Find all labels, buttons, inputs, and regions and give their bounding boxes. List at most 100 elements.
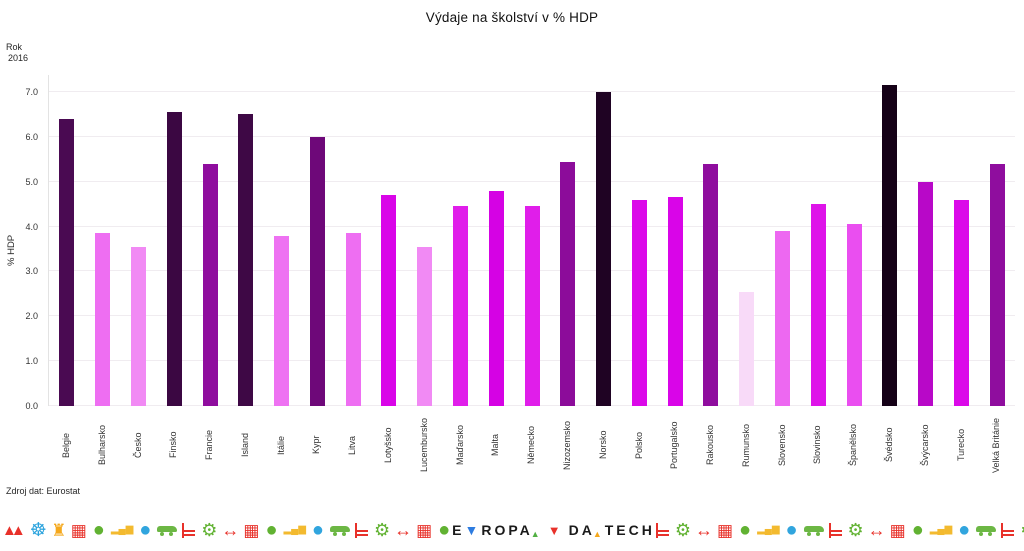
logo-segment: ▲ xyxy=(592,529,605,539)
bar-Rumunsko[interactable] xyxy=(739,291,755,406)
tree-icon xyxy=(263,519,279,541)
x-axis-label: Portugalsko xyxy=(669,421,680,469)
y-tick-label: 6.0 xyxy=(25,131,38,142)
y-tick-label: 5.0 xyxy=(25,176,38,187)
bar-Švýcarsko[interactable] xyxy=(918,181,934,406)
bar-Rakousko[interactable] xyxy=(703,163,719,406)
logo-segment: ▲ xyxy=(530,529,543,539)
logo-segment: ▼ xyxy=(464,522,482,538)
bar-Slovinsko[interactable] xyxy=(810,204,826,406)
building-icon xyxy=(717,519,733,541)
x-axis-label: Finsko xyxy=(168,431,179,459)
x-axis-label: Francie xyxy=(204,430,215,461)
arrows-icon xyxy=(394,519,412,541)
bar-Nizozemsko[interactable] xyxy=(560,161,576,406)
car-icon xyxy=(803,524,824,536)
source-note: Zdroj dat: Eurostat xyxy=(6,486,81,496)
chart-title: Výdaje na školství v % HDP xyxy=(425,10,599,25)
bar-slot xyxy=(693,75,729,406)
car-icon xyxy=(157,524,178,536)
bar-slot xyxy=(622,75,658,406)
y-tick-label: 1.0 xyxy=(25,356,38,367)
gear-icon xyxy=(848,519,864,541)
footer-icons-left xyxy=(2,519,452,541)
arrows-icon xyxy=(221,519,239,541)
x-axis-label: Island xyxy=(239,432,250,458)
arrows-icon xyxy=(868,519,886,541)
bar-Litva[interactable] xyxy=(345,233,361,406)
x-axis-label: Kypr xyxy=(311,435,322,455)
tree-icon xyxy=(436,519,452,541)
gear-icon xyxy=(374,519,390,541)
bar-Lucembursko[interactable] xyxy=(417,246,433,406)
bar-Belgie[interactable] xyxy=(59,118,75,406)
bar-slot xyxy=(335,75,371,406)
bar-Francie[interactable] xyxy=(202,163,218,406)
gridline xyxy=(49,91,1015,93)
building-icon xyxy=(243,519,259,541)
bar-Velká Británie[interactable] xyxy=(989,163,1005,406)
bar-Švédsko[interactable] xyxy=(882,85,898,406)
bar-Kypr[interactable] xyxy=(309,136,325,406)
bar-Norsko[interactable] xyxy=(596,92,612,406)
building-icon xyxy=(71,519,87,541)
x-axis-label: Belgie xyxy=(60,432,71,458)
bar-slot xyxy=(979,75,1015,406)
bar-slot xyxy=(800,75,836,406)
bar-Bulharsko[interactable] xyxy=(95,233,111,406)
bar-slot xyxy=(121,75,157,406)
x-axis-label: Slovensko xyxy=(776,424,787,466)
bar-Portugalsko[interactable] xyxy=(667,197,683,406)
tower-icon xyxy=(51,519,67,541)
bar-slot xyxy=(264,75,300,406)
bar-Malta[interactable] xyxy=(488,190,504,406)
y-tick-label: 7.0 xyxy=(25,87,38,98)
bar-slot xyxy=(836,75,872,406)
tree-icon xyxy=(737,519,753,541)
bar-slot xyxy=(729,75,765,406)
bar-Slovensko[interactable] xyxy=(775,231,791,406)
x-axis-label: Německo xyxy=(526,426,537,465)
bar-Finsko[interactable] xyxy=(166,112,182,406)
x-axis-label: Norsko xyxy=(597,430,608,460)
bar-slot xyxy=(299,75,335,406)
bar-slot xyxy=(85,75,121,406)
bar-Island[interactable] xyxy=(238,114,254,406)
bar-Polsko[interactable] xyxy=(631,199,647,406)
bar-Lotyšsko[interactable] xyxy=(381,195,397,406)
bar-Maďarsko[interactable] xyxy=(452,206,468,406)
bar-slot xyxy=(228,75,264,406)
x-axis-label: Litva xyxy=(347,435,358,455)
bar-Španělsko[interactable] xyxy=(846,224,862,406)
gridline xyxy=(49,135,1015,137)
bench-icon xyxy=(655,522,671,538)
logo-segment: DA xyxy=(568,522,595,538)
bar-slot xyxy=(657,75,693,406)
x-axis-label: Bulharsko xyxy=(96,424,107,466)
globe-icon xyxy=(956,519,972,541)
bar-Česko[interactable] xyxy=(130,246,146,406)
globe-icon xyxy=(310,519,326,541)
logo-segment: E xyxy=(452,522,465,538)
mountains-icon xyxy=(2,519,26,541)
y-axis-ticks: 0.0 1.0 2.0 3.0 4.0 5.0 6.0 7.0 xyxy=(0,75,42,411)
bar-Německo[interactable] xyxy=(524,206,540,406)
tree-icon xyxy=(91,519,107,541)
bar-Itálie[interactable] xyxy=(274,235,290,406)
logo-segment: TECH xyxy=(604,522,655,538)
bars-container xyxy=(49,75,1015,406)
footer-strip: E▼ROPA▲▼DA▲TECH xyxy=(0,512,1024,548)
year-annotation-line2: 2016 xyxy=(8,53,29,63)
footer-icons-right xyxy=(655,519,1024,541)
x-axis-label: Lucembursko xyxy=(418,417,429,473)
bar-Turecko[interactable] xyxy=(953,199,969,406)
x-axis-label: Polsko xyxy=(633,431,644,459)
bar-slot xyxy=(478,75,514,406)
logo-segment: ROPA xyxy=(481,522,533,538)
bar-slot xyxy=(908,75,944,406)
bar-slot xyxy=(514,75,550,406)
bench-icon xyxy=(354,522,370,538)
bar-chart-icon xyxy=(757,519,779,541)
bar-chart-icon xyxy=(283,519,305,541)
bench-icon xyxy=(828,522,844,538)
